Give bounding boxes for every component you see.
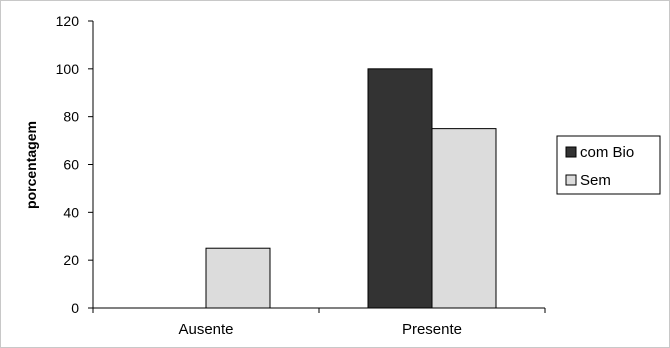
x-category-label: Ausente bbox=[178, 321, 233, 338]
y-tick-label: 0 bbox=[71, 300, 79, 316]
legend: com Bio Sem bbox=[556, 135, 661, 195]
y-tick-label: 40 bbox=[63, 204, 79, 220]
legend-label-sem: Sem bbox=[580, 172, 611, 189]
y-tick-label: 100 bbox=[56, 61, 80, 77]
y-tick-label: 20 bbox=[63, 252, 79, 268]
bar-sem-ausente bbox=[205, 247, 271, 309]
legend-label-com-bio: com Bio bbox=[580, 144, 634, 161]
legend-box bbox=[556, 135, 661, 195]
bar-sem-presente bbox=[431, 128, 497, 309]
legend-swatch-sem bbox=[565, 174, 577, 186]
y-axis-title: porcentagem bbox=[23, 121, 39, 209]
x-ticks-group: Ausente Presente bbox=[92, 308, 546, 338]
legend-swatch-com-bio bbox=[565, 146, 577, 158]
bar-com-bio-presente bbox=[367, 68, 433, 309]
y-tick-label: 120 bbox=[56, 13, 80, 29]
y-tick-label: 60 bbox=[63, 157, 79, 173]
y-ticks-group: 0 20 40 60 80 100 120 bbox=[56, 13, 93, 316]
x-category-label: Presente bbox=[402, 321, 462, 338]
bars-group bbox=[205, 68, 497, 309]
y-tick-label: 80 bbox=[63, 109, 79, 125]
